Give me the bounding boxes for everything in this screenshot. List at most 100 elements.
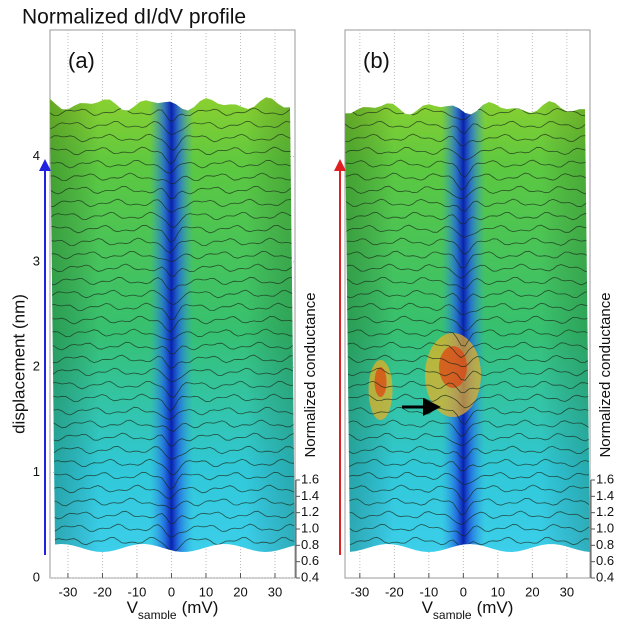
x-tick-label: -20 — [385, 584, 404, 599]
waterfall-line — [345, 146, 590, 161]
z-tick-label: 0.6 — [301, 553, 319, 568]
surface-shade — [50, 97, 295, 553]
waterfall-line — [345, 276, 590, 290]
z-axis-label: Normalized conductance — [302, 292, 319, 457]
y-axis-label: displacement (nm) — [9, 294, 28, 434]
y-tick-label: 3 — [33, 253, 40, 268]
waterfall-line — [50, 497, 295, 510]
waterfall-line — [50, 198, 295, 213]
y-tick-label: 0 — [33, 569, 40, 584]
waterfall-line — [50, 107, 295, 122]
waterfall-line — [345, 224, 590, 238]
waterfall-line — [345, 484, 589, 503]
waterfall-line — [50, 172, 295, 185]
waterfall-line — [345, 367, 590, 381]
waterfall-line — [345, 302, 590, 315]
surface — [345, 101, 590, 552]
waterfall-line — [345, 120, 590, 134]
z-tick-label: 0.4 — [301, 569, 319, 584]
y-tick-label: 1 — [33, 464, 40, 479]
x-tick-label: 20 — [233, 584, 247, 599]
waterfall-line — [345, 185, 590, 200]
x-axis-label: Vsample (mV) — [127, 598, 219, 619]
waterfall-line — [50, 185, 295, 200]
x-axis-label-part: V — [127, 598, 139, 617]
x-tick-label: -30 — [59, 584, 78, 599]
waterfall-line — [50, 120, 295, 135]
x-tick-label: -20 — [93, 584, 112, 599]
z-axis-label: Normalized conductance — [597, 292, 614, 457]
x-tick-label: 10 — [491, 584, 505, 599]
z-tick-label: 0.8 — [596, 537, 614, 552]
x-tick-label: 10 — [199, 584, 213, 599]
waterfall-line — [50, 263, 295, 277]
surface-peak — [374, 367, 387, 397]
waterfall-line — [50, 146, 295, 165]
waterfall-line — [50, 406, 295, 420]
waterfall-line — [345, 263, 590, 279]
waterfall-line — [50, 224, 295, 243]
waterfall-line — [50, 484, 295, 500]
z-tick-label: 1.6 — [301, 471, 319, 486]
x-tick-label: 0 — [168, 584, 175, 599]
waterfall-line — [50, 341, 295, 355]
waterfall-line — [50, 133, 294, 151]
waterfall-line — [345, 211, 590, 225]
panel-label: (a) — [68, 48, 95, 73]
waterfall-line — [345, 458, 590, 472]
waterfall-line — [345, 406, 590, 425]
figure-title: Normalized dI/dV profile — [22, 6, 246, 29]
x-tick-label: -10 — [128, 584, 147, 599]
waterfall-line — [50, 432, 295, 447]
waterfall-line — [50, 523, 295, 538]
waterfall-line — [345, 133, 590, 147]
y-tick-label: 4 — [33, 148, 40, 163]
surface-peak — [439, 346, 468, 388]
z-tick-label: 0.4 — [596, 569, 614, 584]
waterfall-line — [50, 328, 295, 341]
x-axis-label-part: sample — [433, 608, 472, 619]
z-tick-label: 1.4 — [596, 488, 614, 503]
waterfall-line — [50, 237, 295, 254]
z-tick-label: 1.0 — [301, 520, 319, 535]
waterfall-line — [50, 159, 295, 174]
x-tick-label: 20 — [525, 584, 539, 599]
waterfall-line — [50, 510, 295, 524]
x-tick-label: -10 — [419, 584, 438, 599]
waterfall-line — [345, 432, 590, 446]
waterfall-line — [50, 211, 295, 228]
z-tick-label: 1.2 — [596, 504, 614, 519]
panel-label: (b) — [363, 48, 390, 73]
waterfall-line — [50, 380, 295, 398]
waterfall-line — [345, 250, 590, 269]
z-tick-label: 1.4 — [301, 488, 319, 503]
waterfall-line — [345, 393, 590, 409]
waterfall-line — [50, 471, 295, 490]
z-tick-label: 1.6 — [596, 471, 614, 486]
waterfall-line — [50, 458, 295, 476]
x-axis-label-part: V — [422, 598, 434, 617]
y-tick-label: 2 — [33, 359, 40, 374]
surface — [50, 97, 295, 553]
waterfall-line — [345, 471, 590, 486]
z-tick-label: 0.8 — [301, 537, 319, 552]
waterfall-line — [345, 328, 590, 347]
waterfall-line — [345, 497, 590, 516]
waterfall-line — [345, 523, 590, 537]
waterfall-line — [50, 393, 295, 412]
waterfall-line — [50, 445, 295, 460]
x-axis-label: Vsample (mV) — [422, 598, 514, 619]
z-tick-label: 1.0 — [596, 520, 614, 535]
waterfall-line — [345, 419, 590, 437]
x-tick-label: 30 — [560, 584, 574, 599]
x-axis-label-part: (mV) — [477, 598, 514, 617]
waterfall-line — [345, 341, 590, 359]
z-tick-label: 1.2 — [301, 504, 319, 519]
x-axis-label-part: (mV) — [182, 598, 219, 617]
waterfall-line — [345, 510, 590, 525]
waterfall-line — [50, 276, 295, 291]
waterfall-line — [345, 159, 590, 178]
waterfall-line — [50, 289, 295, 305]
waterfall-line — [50, 354, 295, 369]
waterfall-line — [345, 380, 590, 394]
